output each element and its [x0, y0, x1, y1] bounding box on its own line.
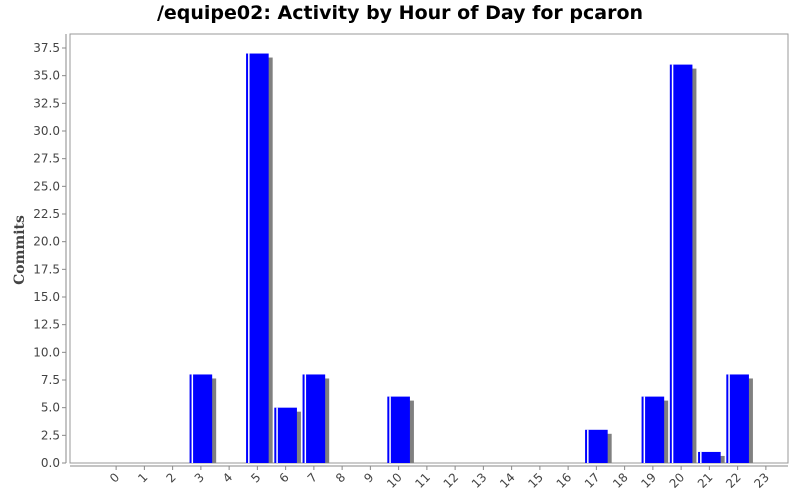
bar-highlight	[276, 407, 278, 463]
x-tick-label: 21	[695, 470, 716, 491]
x-tick-label: 17	[582, 470, 603, 491]
x-tick-label: 20	[667, 470, 688, 491]
x-tick-label: 10	[384, 470, 405, 491]
x-axis: 0 1 2 3 4 5 6 7 8 9 10 11 12 13 14 15 16 17 18 19 20 21 22 23	[70, 465, 788, 491]
x-tick-label: 3	[192, 470, 207, 485]
bar-19	[641, 396, 665, 463]
bar-20	[669, 64, 693, 463]
bar-highlight	[728, 374, 730, 463]
bar-highlight	[587, 429, 589, 463]
bar-22	[726, 374, 749, 463]
y-tick-label: 12.5	[33, 318, 60, 332]
y-tick-label: 37.5	[33, 41, 60, 55]
y-axis-title: Commits	[12, 215, 28, 285]
bar-highlight	[643, 396, 646, 463]
x-tick-label: 4	[220, 470, 235, 485]
bar-highlight	[248, 53, 250, 464]
x-tick-label: 11	[412, 470, 433, 491]
x-tick-label: 6	[276, 470, 291, 485]
bar-highlight	[304, 374, 307, 463]
bar-6	[274, 407, 297, 463]
x-tick-label: 23	[751, 470, 772, 491]
bar-highlight	[191, 374, 194, 463]
x-tick-label: 2	[163, 470, 178, 485]
x-tick-label: 7	[305, 470, 320, 485]
x-tick-label: 18	[610, 470, 631, 491]
x-tick-label: 12	[441, 470, 462, 491]
x-tick-label: 22	[723, 470, 744, 491]
bar-highlight	[389, 396, 391, 463]
bar-highlight	[671, 64, 674, 463]
x-tick-label: 13	[469, 470, 490, 491]
bar-5	[246, 53, 269, 464]
y-tick-label: 27.5	[33, 152, 60, 166]
x-tick-label: 8	[333, 470, 348, 485]
y-tick-label: 30.0	[33, 124, 60, 138]
x-tick-label: 14	[497, 470, 518, 491]
bar-7	[302, 374, 326, 463]
y-tick-label: 22.5	[33, 207, 60, 221]
y-tick-label: 20.0	[33, 235, 60, 249]
x-tick-label: 1	[135, 470, 150, 485]
y-axis: 0.0 2.5 5.0 7.5 10.0 12.5 15.0 17.5 20.0 22.5 25.0…	[33, 34, 67, 470]
y-tick-label: 0.0	[41, 456, 60, 470]
y-tick-label: 17.5	[33, 262, 60, 276]
y-tick-label: 5.0	[41, 401, 60, 415]
bar-21	[698, 451, 721, 463]
y-tick-label: 10.0	[33, 345, 60, 359]
bars	[189, 53, 753, 464]
y-tick-label: 7.5	[41, 373, 60, 387]
y-tick-label: 15.0	[33, 290, 60, 304]
y-tick-label: 35.0	[33, 69, 60, 83]
bar-17	[585, 429, 608, 463]
x-tick-label: 19	[638, 470, 659, 491]
x-tick-label: 9	[361, 470, 376, 485]
x-tick-label: 5	[248, 470, 263, 485]
x-tick-label: 16	[554, 470, 575, 491]
bar-3	[189, 374, 213, 463]
x-tick-label: 15	[525, 470, 546, 491]
y-tick-label: 32.5	[33, 96, 60, 110]
bar-highlight	[700, 451, 702, 463]
bar-10	[387, 396, 410, 463]
x-tick-label: 0	[107, 470, 122, 485]
y-tick-label: 2.5	[41, 428, 60, 442]
y-tick-label: 25.0	[33, 179, 60, 193]
chart-title: /equipe02: Activity by Hour of Day for p…	[156, 2, 644, 24]
